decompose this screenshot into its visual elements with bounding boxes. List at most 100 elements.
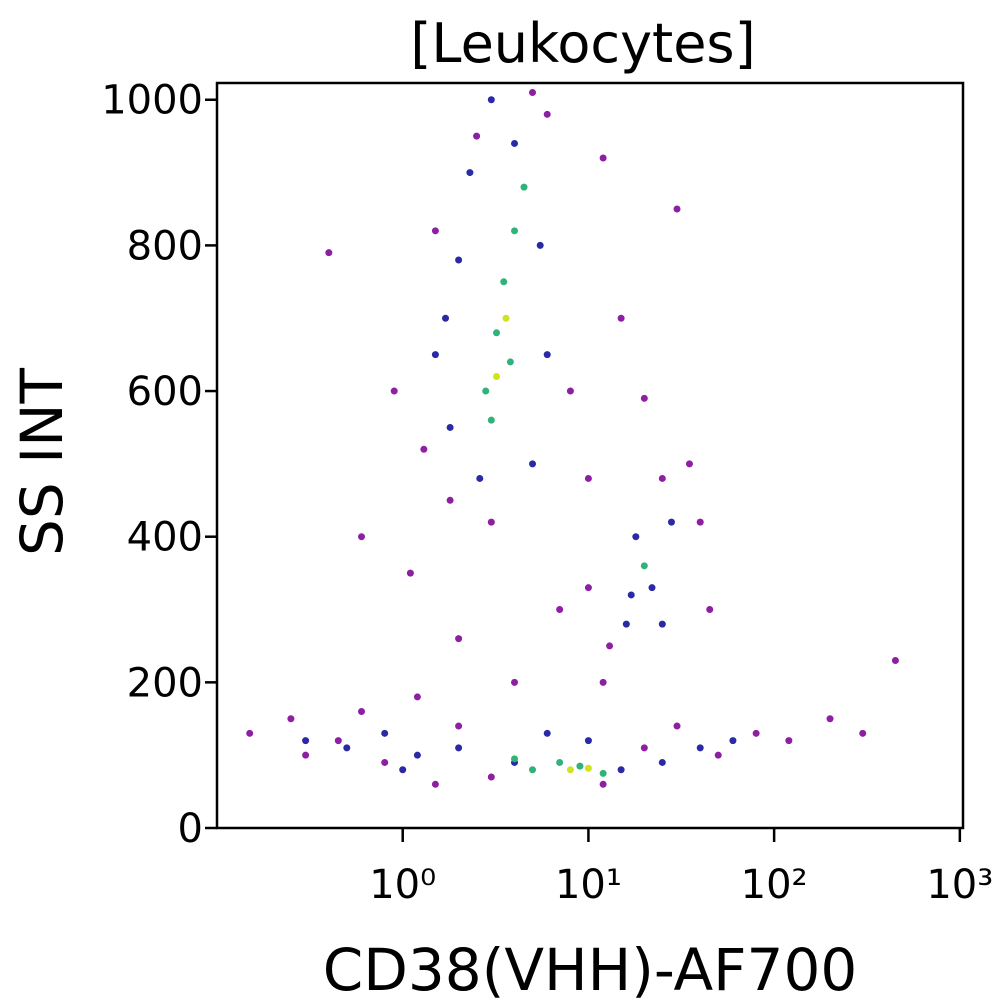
point bbox=[325, 249, 333, 257]
point bbox=[622, 620, 630, 628]
point bbox=[511, 227, 519, 235]
point bbox=[640, 562, 648, 570]
point bbox=[442, 314, 450, 322]
point bbox=[413, 693, 421, 701]
point bbox=[714, 751, 722, 759]
point bbox=[891, 657, 899, 665]
point bbox=[302, 751, 310, 759]
point bbox=[617, 314, 625, 322]
point bbox=[399, 766, 407, 774]
y-tick-label: 200 bbox=[127, 660, 203, 706]
point bbox=[627, 591, 635, 599]
point bbox=[658, 620, 666, 628]
point bbox=[406, 569, 414, 577]
point bbox=[752, 729, 760, 737]
point bbox=[420, 445, 428, 453]
point bbox=[455, 256, 463, 264]
point bbox=[500, 278, 508, 286]
point bbox=[556, 606, 564, 614]
point bbox=[287, 715, 295, 723]
point bbox=[343, 744, 351, 752]
x-tick-label: 10⁰ bbox=[369, 862, 436, 908]
point bbox=[487, 518, 495, 526]
y-tick-label: 400 bbox=[127, 515, 203, 561]
point bbox=[334, 737, 342, 745]
point bbox=[487, 416, 495, 424]
point bbox=[358, 707, 366, 715]
y-tick-label: 600 bbox=[127, 369, 203, 415]
point bbox=[446, 423, 454, 431]
x-tick-label: 10³ bbox=[926, 862, 993, 908]
point bbox=[640, 744, 648, 752]
point bbox=[473, 132, 481, 140]
point bbox=[506, 358, 514, 366]
chart-title: [Leukocytes] bbox=[410, 12, 755, 75]
point bbox=[476, 474, 484, 482]
point bbox=[511, 755, 519, 763]
point bbox=[543, 351, 551, 359]
point bbox=[529, 460, 537, 468]
point bbox=[246, 729, 254, 737]
point bbox=[520, 183, 528, 191]
point bbox=[511, 139, 519, 147]
point bbox=[487, 773, 495, 781]
point bbox=[685, 460, 693, 468]
point bbox=[543, 729, 551, 737]
point bbox=[529, 766, 537, 774]
point bbox=[584, 764, 592, 772]
point bbox=[667, 518, 675, 526]
point bbox=[455, 722, 463, 730]
point bbox=[529, 88, 537, 96]
point bbox=[584, 584, 592, 592]
point bbox=[482, 387, 490, 395]
point bbox=[859, 729, 867, 737]
point bbox=[413, 751, 421, 759]
point bbox=[431, 780, 439, 788]
x-axis-label: CD38(VHH)-AF700 bbox=[323, 936, 858, 1004]
point bbox=[640, 394, 648, 402]
point bbox=[358, 533, 366, 541]
point bbox=[381, 758, 389, 766]
point bbox=[455, 744, 463, 752]
point bbox=[466, 169, 474, 177]
point bbox=[302, 737, 310, 745]
y-tick-label: 800 bbox=[127, 223, 203, 269]
point bbox=[696, 744, 704, 752]
point bbox=[566, 766, 574, 774]
point bbox=[431, 227, 439, 235]
x-tick-label: 10² bbox=[741, 862, 808, 908]
point bbox=[658, 758, 666, 766]
point bbox=[536, 241, 544, 249]
plot-area bbox=[246, 88, 899, 788]
y-tick-label: 1000 bbox=[101, 78, 203, 124]
point bbox=[543, 110, 551, 118]
point bbox=[617, 766, 625, 774]
point bbox=[431, 351, 439, 359]
point bbox=[511, 678, 519, 686]
point bbox=[599, 678, 607, 686]
point bbox=[502, 314, 510, 322]
point bbox=[599, 769, 607, 777]
point bbox=[584, 737, 592, 745]
point bbox=[455, 635, 463, 643]
point bbox=[493, 372, 501, 380]
point bbox=[648, 584, 656, 592]
plot-frame bbox=[215, 81, 965, 830]
point bbox=[729, 737, 737, 745]
point bbox=[599, 780, 607, 788]
point bbox=[826, 715, 834, 723]
point bbox=[566, 387, 574, 395]
point bbox=[493, 329, 501, 337]
point bbox=[599, 154, 607, 162]
point bbox=[785, 737, 793, 745]
point bbox=[584, 474, 592, 482]
point bbox=[390, 387, 398, 395]
point bbox=[706, 606, 714, 614]
point bbox=[576, 762, 584, 770]
point bbox=[632, 533, 640, 541]
y-tick-label: 0 bbox=[178, 806, 203, 852]
point bbox=[673, 722, 681, 730]
point bbox=[381, 729, 389, 737]
point bbox=[556, 758, 564, 766]
